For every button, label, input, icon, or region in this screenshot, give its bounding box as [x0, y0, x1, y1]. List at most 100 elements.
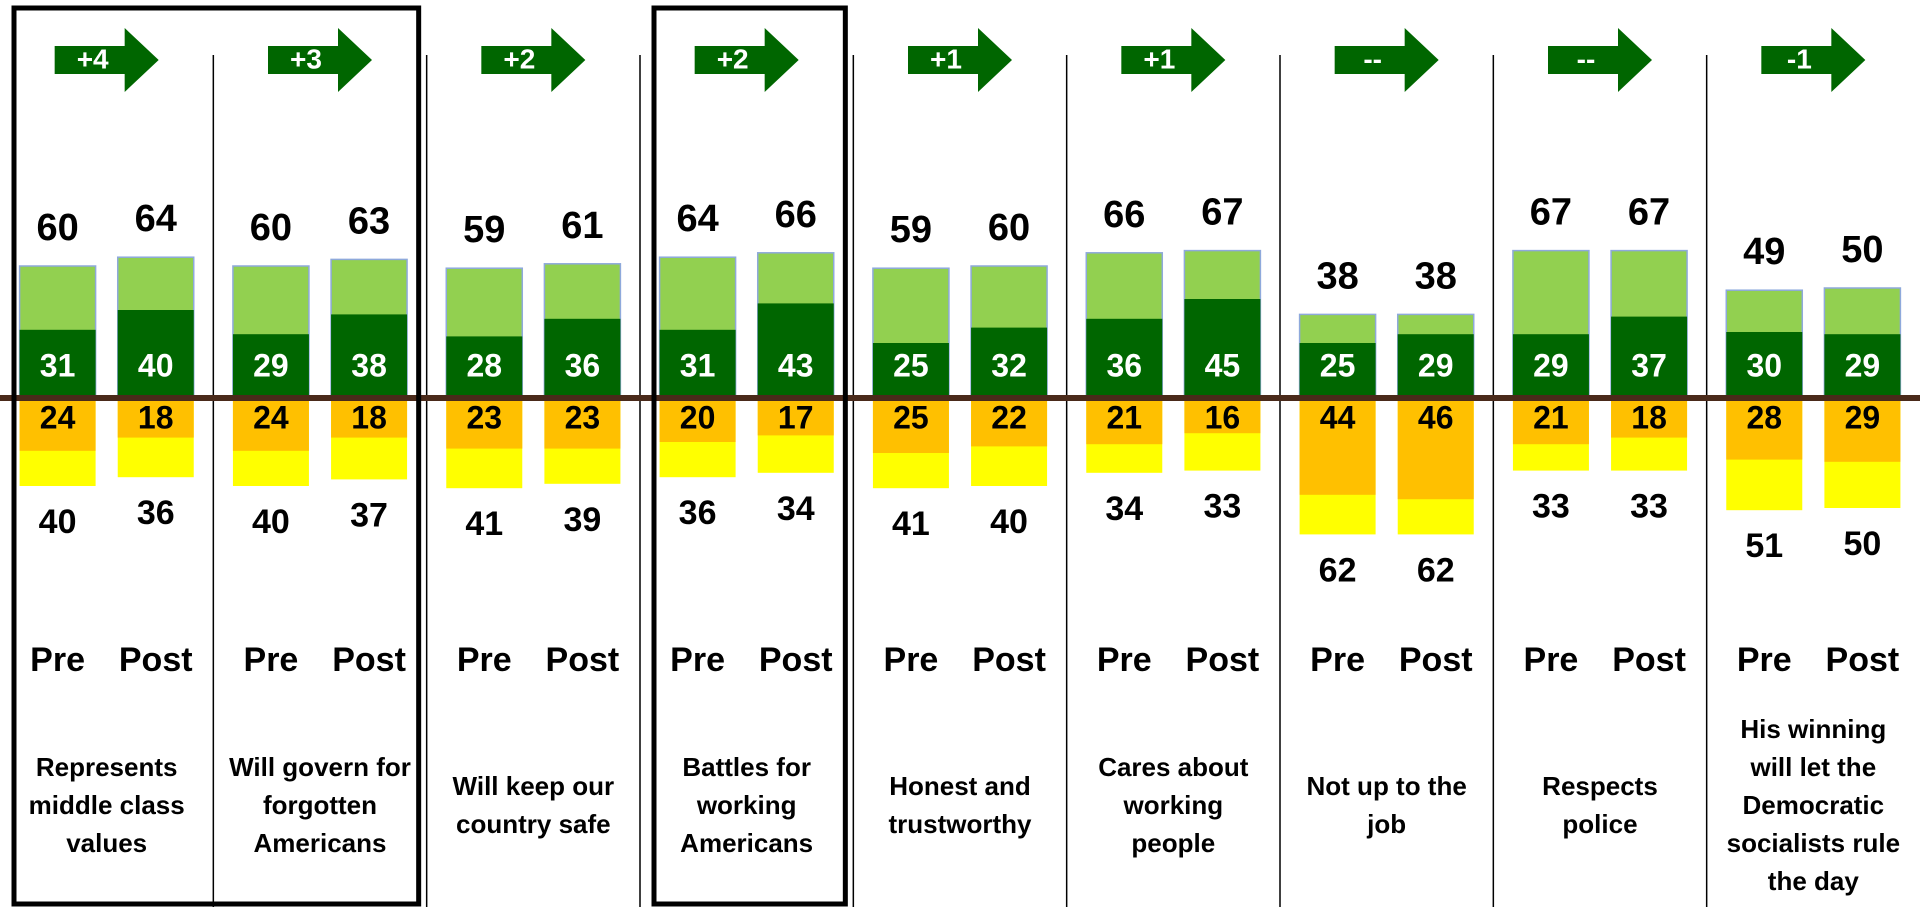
total-negative-label: 36 [679, 494, 717, 532]
strong-positive-bar [232, 334, 309, 398]
period-label: Post [332, 641, 406, 679]
change-arrow [1121, 28, 1226, 92]
change-label: -- [1363, 43, 1382, 74]
strong-positive-label: 29 [253, 347, 289, 383]
total-negative-label: 39 [563, 501, 601, 539]
total-negative-label: 33 [1630, 488, 1668, 526]
strong-negative-label: 21 [1533, 399, 1569, 435]
total-positive-label: 60 [250, 207, 292, 249]
total-positive-label: 67 [1530, 192, 1572, 234]
strong-negative-bar [19, 398, 96, 451]
group-label: Will keep our country safe [452, 771, 615, 839]
strong-negative-label: 20 [680, 399, 716, 435]
strong-positive-label: 37 [1631, 347, 1667, 383]
strong-positive-bar [971, 327, 1048, 398]
total-negative-label: 40 [39, 503, 77, 541]
group-label: Represents middle class values [28, 752, 185, 858]
strong-negative-label: 46 [1418, 399, 1454, 435]
total-positive-label: 64 [135, 198, 177, 240]
strong-positive-bar [757, 303, 834, 398]
change-label: +1 [1143, 43, 1175, 74]
change-arrow [694, 28, 799, 92]
strong-negative-bar [544, 398, 621, 449]
strong-positive-bar [1397, 334, 1474, 398]
strong-negative-bar [232, 398, 309, 451]
total-positive-label: 59 [890, 209, 932, 251]
group-label: Will govern for forgotten Americans [229, 752, 411, 858]
strong-positive-label: 31 [40, 347, 76, 383]
strong-positive-label: 25 [1320, 347, 1356, 383]
period-label: Pre [1310, 641, 1365, 679]
period-label: Pre [244, 641, 299, 679]
strong-negative-label: 21 [1106, 399, 1142, 435]
total-positive-label: 66 [775, 194, 817, 236]
total-positive-label: 64 [676, 198, 718, 240]
group-label: Cares about working people [1098, 752, 1249, 858]
period-label: Post [1186, 641, 1260, 679]
change-label: +4 [77, 43, 109, 74]
strong-positive-label: 36 [565, 347, 601, 383]
change-label: +1 [930, 43, 962, 74]
strong-positive-bar [1726, 332, 1803, 398]
period-label: Pre [884, 641, 939, 679]
strong-positive-label: 36 [1106, 347, 1142, 383]
change-arrow [1548, 28, 1652, 92]
period-label: Pre [30, 641, 85, 679]
change-arrow [1761, 28, 1866, 92]
strong-positive-bar [1611, 316, 1688, 398]
total-positive-label: 63 [348, 200, 390, 242]
total-negative-label: 50 [1843, 525, 1881, 563]
strong-positive-bar [544, 318, 621, 398]
total-negative-label: 62 [1417, 551, 1455, 589]
strong-positive-bar [1299, 343, 1376, 398]
change-arrow [54, 28, 159, 92]
change-label: +2 [717, 43, 749, 74]
strong-positive-bar [1086, 318, 1163, 398]
total-negative-label: 62 [1319, 551, 1357, 589]
strong-positive-label: 43 [778, 347, 814, 383]
highlight-box [651, 5, 848, 907]
strong-negative-label: 18 [138, 399, 174, 435]
change-label: +3 [290, 43, 322, 74]
strong-negative-label: 28 [1746, 399, 1782, 435]
total-negative-label: 40 [252, 503, 290, 541]
strong-negative-bar [1086, 398, 1163, 445]
period-label: Pre [457, 641, 512, 679]
period-label: Post [546, 641, 620, 679]
total-positive-label: 38 [1415, 255, 1457, 297]
total-negative-label: 34 [777, 490, 815, 528]
period-label: Post [972, 641, 1046, 679]
strong-negative-bar [1611, 398, 1688, 438]
period-label: Pre [670, 641, 725, 679]
strong-positive-label: 29 [1418, 347, 1454, 383]
total-negative-label: 40 [990, 503, 1028, 541]
strong-negative-label: 44 [1320, 399, 1356, 435]
total-negative-label: 34 [1105, 490, 1143, 528]
total-negative-label: 36 [137, 494, 175, 532]
strong-negative-bar [872, 398, 949, 453]
period-label: Post [759, 641, 833, 679]
total-positive-label: 67 [1201, 192, 1243, 234]
strong-negative-label: 16 [1205, 399, 1241, 435]
group-label: Not up to the job [1306, 771, 1467, 839]
period-label: Post [119, 641, 193, 679]
strong-negative-label: 23 [466, 399, 502, 435]
strong-positive-label: 45 [1205, 347, 1241, 383]
total-negative-label: 33 [1203, 488, 1241, 526]
strong-negative-bar [1397, 398, 1474, 500]
period-label: Post [1399, 641, 1473, 679]
strong-negative-label: 18 [1631, 399, 1667, 435]
strong-positive-bar [872, 343, 949, 398]
total-positive-label: 59 [463, 209, 505, 251]
strong-negative-bar [446, 398, 523, 449]
total-positive-label: 60 [36, 207, 78, 249]
change-arrow [481, 28, 586, 92]
total-positive-label: 61 [561, 205, 603, 247]
strong-negative-bar [757, 398, 834, 436]
strong-negative-label: 24 [40, 399, 76, 435]
group-label: Honest and trustworthy [888, 771, 1032, 839]
strong-positive-label: 32 [991, 347, 1027, 383]
total-positive-label: 67 [1628, 192, 1670, 234]
change-arrow [268, 28, 372, 92]
